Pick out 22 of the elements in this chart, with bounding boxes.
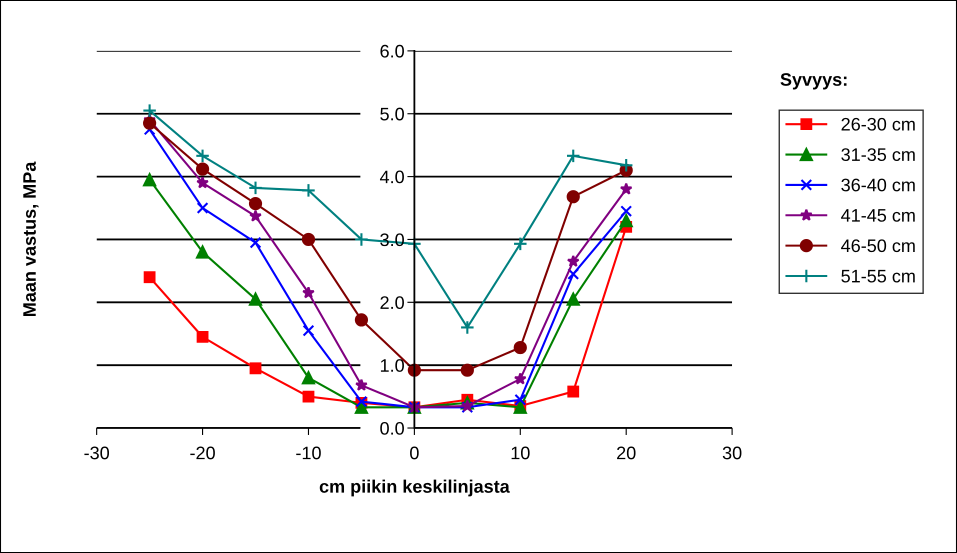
legend-label: 41-45 cm [841,209,915,222]
legend-label: 51-55 cm [841,270,915,283]
legend-label: 26-30 cm [842,118,915,131]
legend-label: 46-50 cm [841,239,915,252]
y-tick-label: 1.0 [380,359,404,372]
legend-label: 31-35 cm [841,148,915,162]
x-tick-label: 10 [512,446,530,460]
x-tick-label: -30 [84,446,109,460]
legend-title: Syvyys: [780,73,846,90]
x-tick-label: 20 [617,446,636,460]
y-axis-title: Maan vastus, MPa [23,162,39,316]
x-tick-label: -20 [190,446,215,460]
legend-label: 36-40 cm [841,178,915,192]
x-tick-label: 0 [410,446,419,460]
x-tick-label: 30 [722,446,742,460]
y-tick-label: 0.0 [380,422,404,435]
y-tick-label: 4.0 [380,170,404,184]
x-tick-label: -10 [296,446,321,460]
y-tick-label: 6.0 [380,44,404,58]
y-tick-label: 2.0 [380,296,404,310]
x-axis-title: cm piikin keskilinjasta [320,480,510,496]
y-tick-label: 5.0 [380,108,404,120]
